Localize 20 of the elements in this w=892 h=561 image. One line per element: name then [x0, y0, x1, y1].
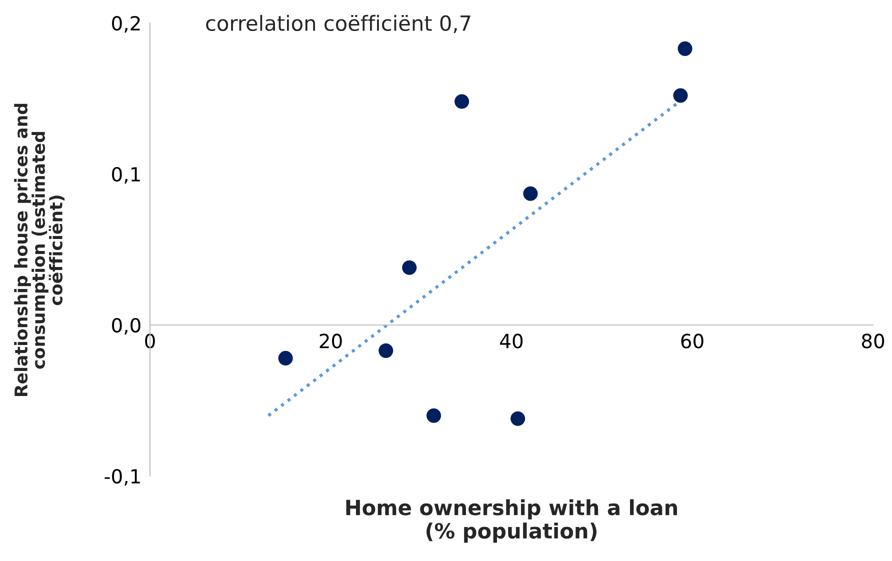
- x-tick-label: 60: [681, 334, 704, 348]
- point: [278, 350, 293, 366]
- x-axis-title: Home ownership with a loan (% population): [346, 499, 677, 543]
- x-tick-label: 40: [500, 334, 523, 348]
- y-tick-label: 0,1: [112, 166, 140, 184]
- point: [378, 343, 394, 358]
- y-tick-label: 0,2: [112, 16, 140, 33]
- point: [426, 408, 442, 423]
- point: [673, 88, 688, 103]
- x-tick-label: 20: [320, 334, 342, 348]
- y-tick-label: -0,1: [104, 468, 140, 486]
- annotation: correlation coëfficiënt 0,7: [206, 14, 470, 34]
- point: [523, 186, 538, 201]
- y-tick-label: 0,0: [112, 318, 140, 335]
- point: [510, 411, 526, 426]
- x-tick-label: 80: [862, 334, 884, 348]
- point: [454, 94, 470, 109]
- point: [678, 41, 692, 56]
- point: [402, 260, 417, 275]
- y-axis-title: Relationship house prices and consumption (estimated coëfficiënt): [14, 104, 65, 396]
